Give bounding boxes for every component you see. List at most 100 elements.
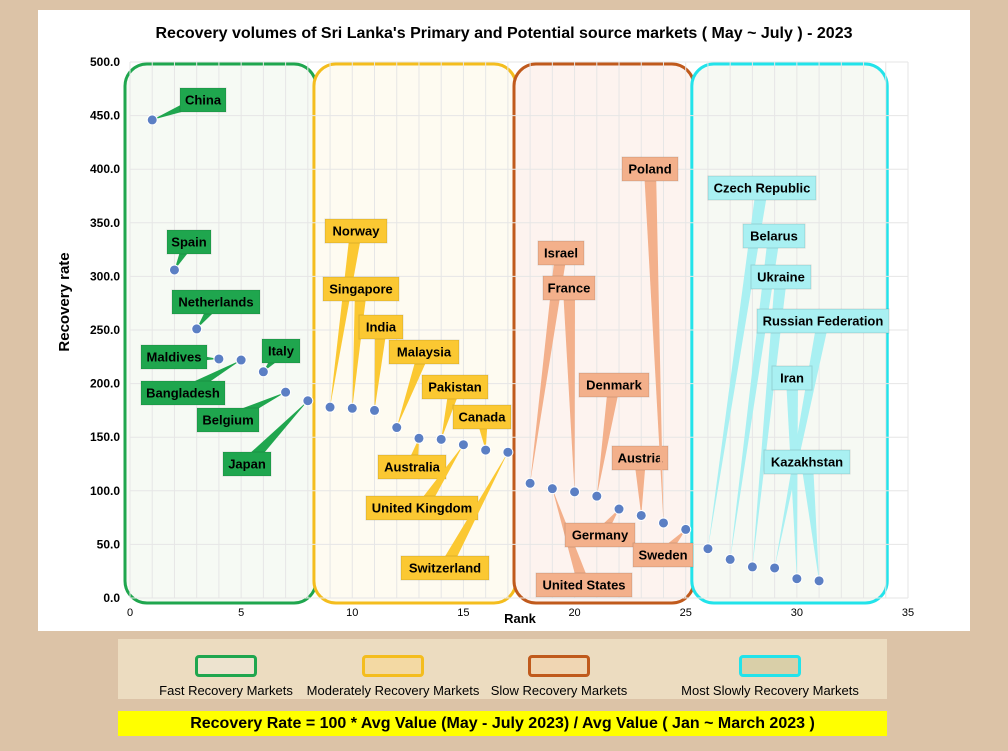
y-tick-label: 400.0 <box>90 162 120 176</box>
data-point <box>746 561 758 573</box>
data-label: Pakistan <box>428 380 482 395</box>
y-tick-label: 50.0 <box>97 537 121 551</box>
data-point <box>657 517 669 529</box>
callout-pointer <box>596 384 620 497</box>
callout-box <box>756 308 890 334</box>
data-point <box>435 433 447 445</box>
data-label: Malaysia <box>397 345 452 360</box>
data-point <box>480 444 492 456</box>
callout-pointer <box>644 168 664 523</box>
legend-item: Moderately Recovery Markets <box>118 639 887 699</box>
data-label: Netherlands <box>178 295 253 310</box>
data-point <box>324 401 336 413</box>
callout-box <box>452 404 512 430</box>
legend-item: Slow Recovery Markets <box>118 639 887 699</box>
callout-box <box>322 276 400 302</box>
data-label: Italy <box>268 344 295 359</box>
data-label: Denmark <box>586 378 642 393</box>
callout-box <box>377 454 447 480</box>
legend-item: Most Slowly Recovery Markets <box>118 639 887 699</box>
callout-box <box>400 555 490 581</box>
data-point <box>257 366 269 378</box>
x-tick-label: 25 <box>680 607 692 619</box>
callout-pointer <box>563 287 575 492</box>
y-tick-label: 300.0 <box>90 269 120 283</box>
data-label: Poland <box>628 162 671 177</box>
data-label: India <box>366 320 397 335</box>
callout-pointer <box>774 319 829 568</box>
formula-note: Recovery Rate = 100 * Avg Value (May - J… <box>118 711 887 736</box>
data-label: Russian Federation <box>763 314 884 329</box>
data-point <box>457 439 469 451</box>
data-point <box>524 477 536 489</box>
legend-label: Moderately Recovery Markets <box>306 683 480 698</box>
data-point <box>213 353 225 365</box>
callout-box <box>166 229 212 255</box>
legend-swatch <box>528 655 590 677</box>
data-point <box>502 446 514 458</box>
legend: Fast Recovery Markets Moderately Recovery… <box>118 639 887 699</box>
legend-swatch <box>362 655 424 677</box>
x-tick-label: 10 <box>346 607 358 619</box>
callout-box <box>365 495 479 521</box>
x-tick-label: 30 <box>791 607 803 619</box>
x-tick-label: 0 <box>127 607 133 619</box>
data-label: Belarus <box>750 229 798 244</box>
legend-label: Most Slowly Recovery Markets <box>681 683 859 698</box>
y-tick-label: 150.0 <box>90 430 120 444</box>
data-label: France <box>548 281 591 296</box>
data-label: Switzerland <box>409 561 481 576</box>
callout-pointer <box>416 444 464 512</box>
data-point <box>702 543 714 555</box>
data-label: Israel <box>544 246 578 261</box>
data-label: Kazakhstan <box>771 455 843 470</box>
callout-pointer <box>374 326 387 411</box>
y-tick-label: 0.0 <box>103 591 120 605</box>
callout-box <box>171 289 261 315</box>
callout-pointer <box>786 377 798 579</box>
callout-pointer <box>801 461 820 581</box>
data-point <box>613 503 625 515</box>
data-label: Japan <box>228 457 266 472</box>
data-label: Australia <box>384 460 440 475</box>
data-label: Czech Republic <box>714 181 811 196</box>
callout-pointer <box>242 400 308 469</box>
data-label: Spain <box>171 235 206 250</box>
chart-panel: Recovery volumes of Sri Lanka's Primary … <box>38 10 970 631</box>
callout-box <box>421 374 489 400</box>
x-tick-label: 20 <box>568 607 580 619</box>
legend-item: Fast Recovery Markets <box>118 639 887 699</box>
y-tick-label: 350.0 <box>90 216 120 230</box>
callout-box <box>196 407 260 433</box>
data-point <box>168 264 180 276</box>
y-tick-label: 500.0 <box>90 55 120 69</box>
data-label: Bangladesh <box>146 386 220 401</box>
callout-box <box>750 264 812 290</box>
scatter-chart: Recovery volumes of Sri Lanka's Primary … <box>56 25 914 626</box>
data-point <box>391 422 403 434</box>
x-tick-label: 5 <box>238 607 244 619</box>
data-point <box>280 386 292 398</box>
callout-box <box>537 240 585 266</box>
callout-box <box>707 175 817 201</box>
callout-box <box>140 344 208 370</box>
y-tick-label: 250.0 <box>90 323 120 337</box>
data-point <box>191 323 203 335</box>
callout-box <box>535 572 633 598</box>
legend-label: Fast Recovery Markets <box>159 683 293 698</box>
data-label: United Kingdom <box>372 501 472 516</box>
callout-pointer <box>752 276 787 567</box>
y-tick-label: 100.0 <box>90 484 120 498</box>
callout-box <box>179 87 227 113</box>
callout-pointer <box>396 349 430 428</box>
callout-box <box>358 314 404 340</box>
data-label: Norway <box>333 224 381 239</box>
legend-swatch <box>195 655 257 677</box>
callout-pointer <box>439 452 508 571</box>
y-tick-label: 450.0 <box>90 109 120 123</box>
y-axis-label: Recovery rate <box>56 252 73 351</box>
callout-box <box>140 380 226 406</box>
data-point <box>680 523 692 535</box>
data-point <box>569 486 581 498</box>
callout-box <box>324 218 388 244</box>
